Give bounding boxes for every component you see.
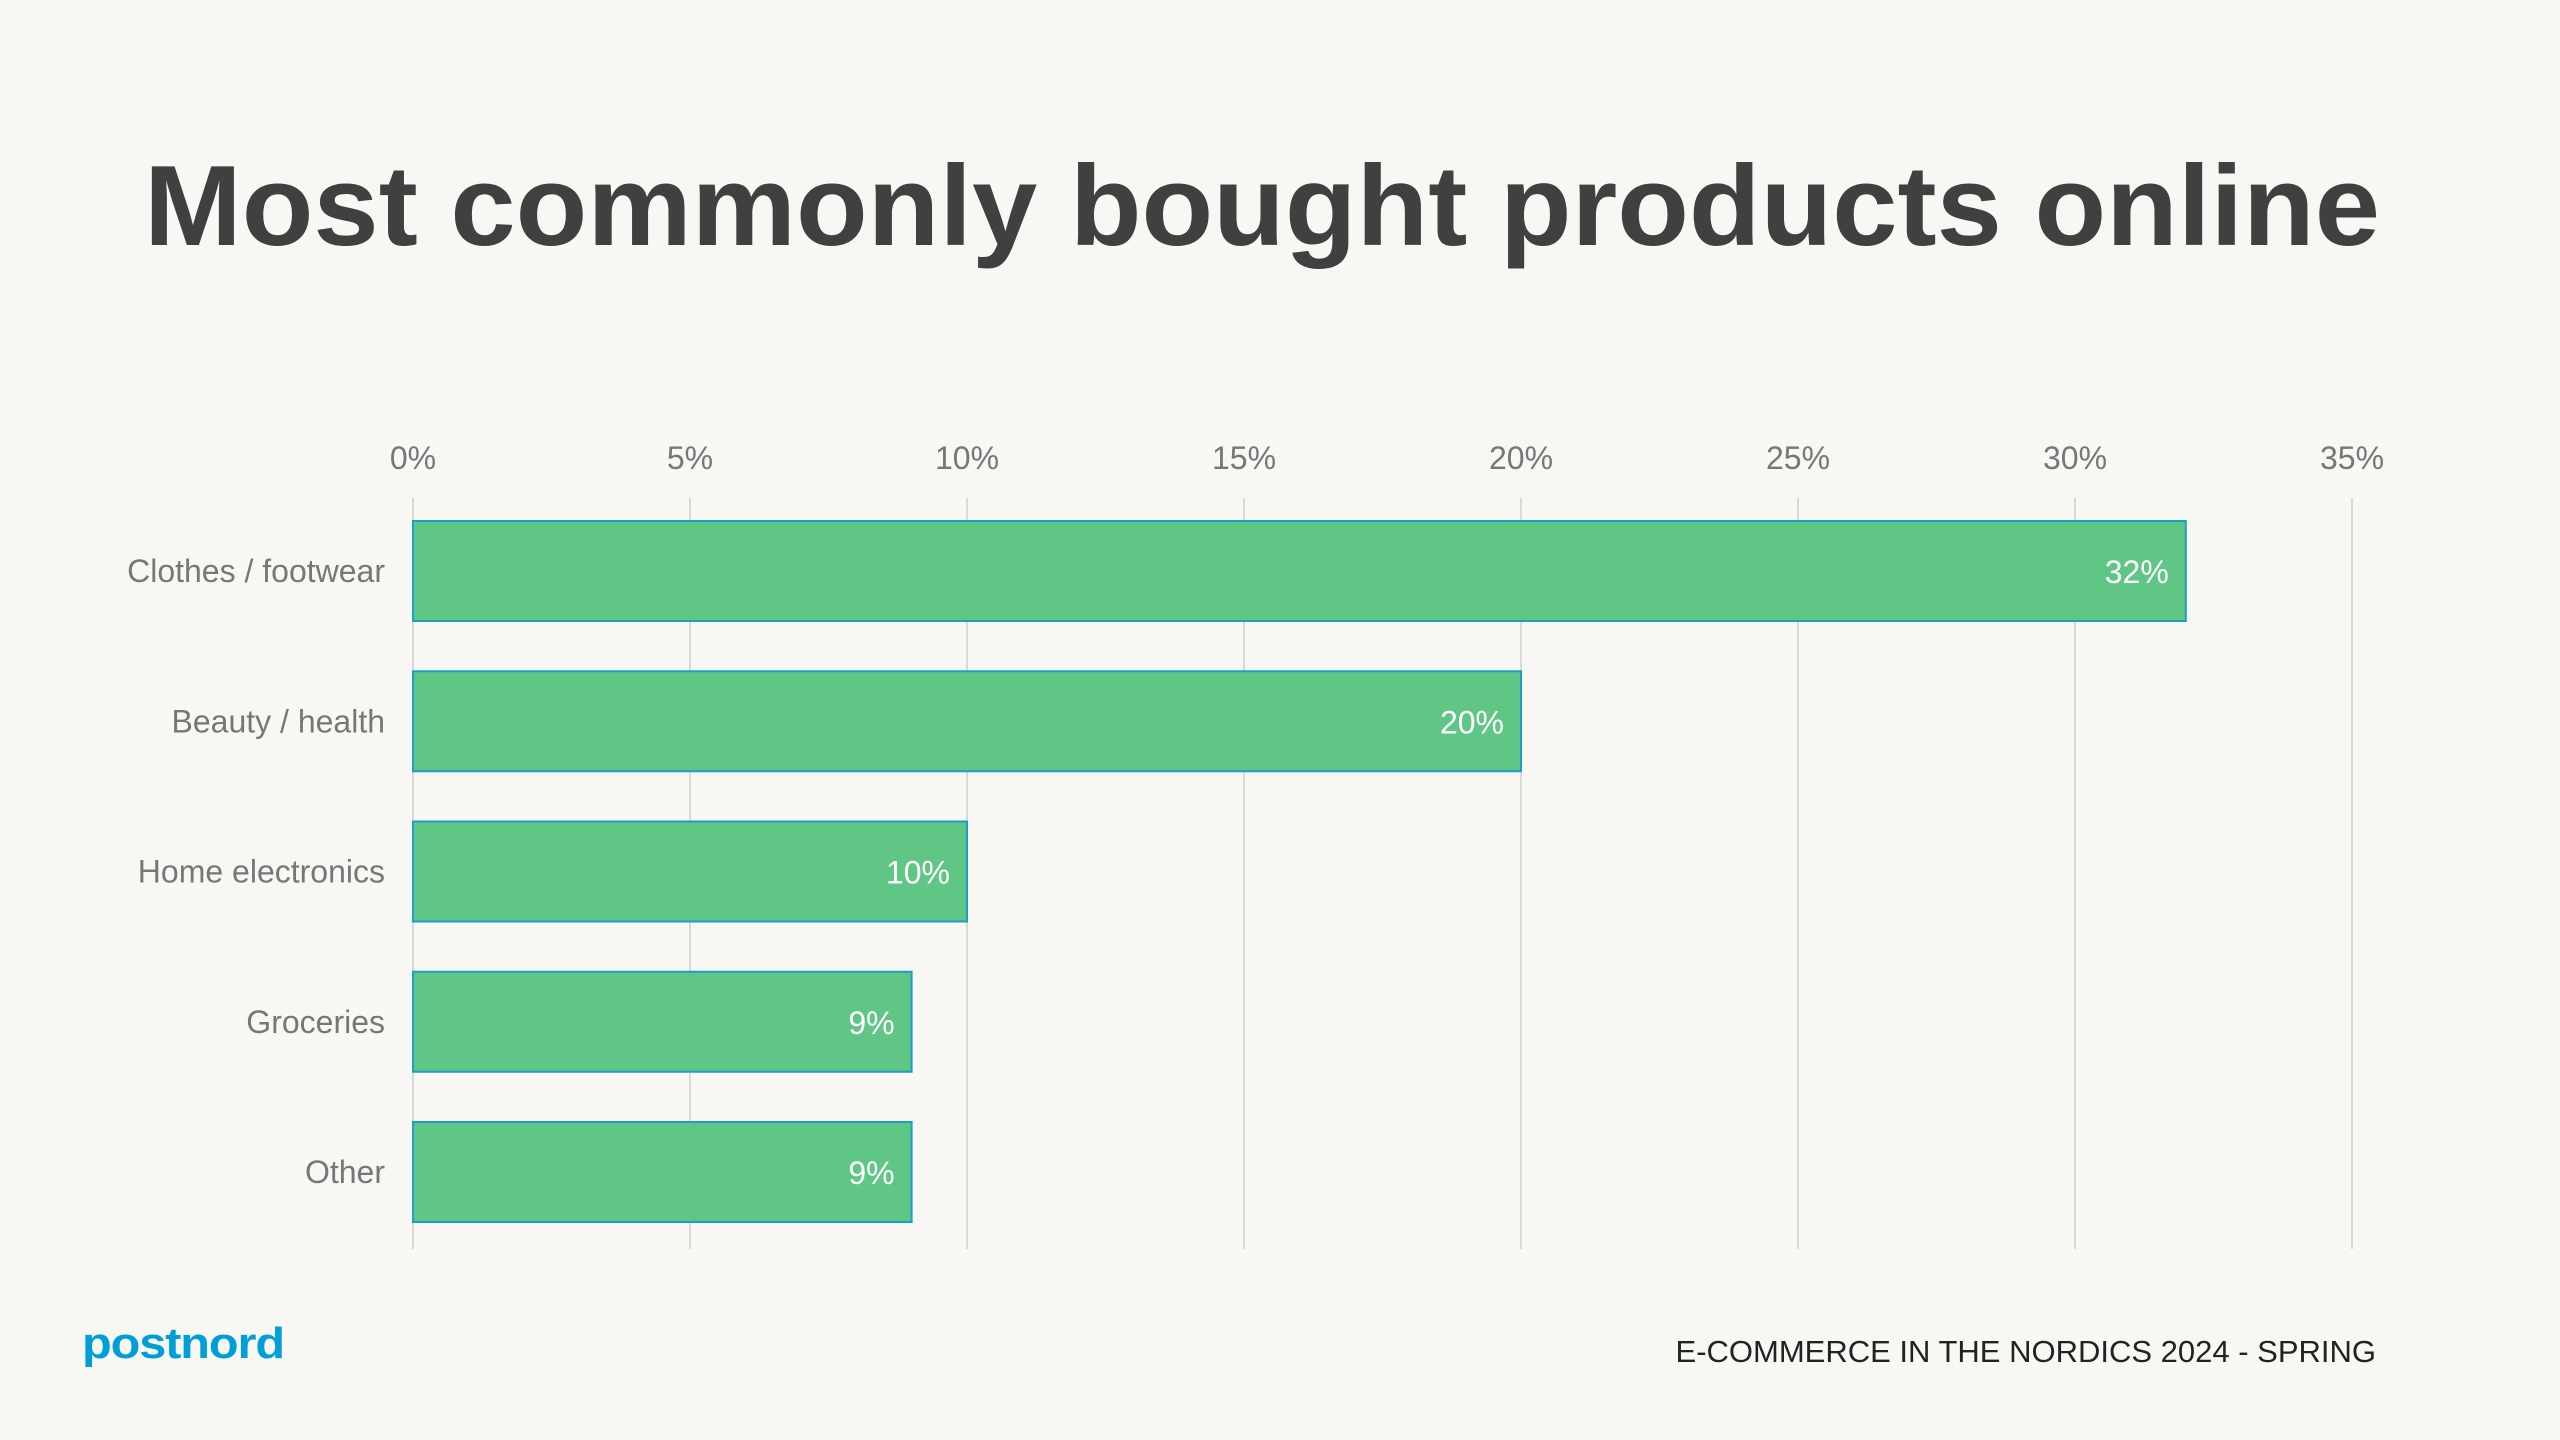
value-label: 10% [886,855,950,891]
x-tick-label: 0% [390,440,436,476]
value-label: 9% [848,1005,894,1041]
bar [412,520,2187,622]
category-label: Other [305,1154,385,1190]
x-tick-label: 10% [935,440,999,476]
bars [412,520,2187,1223]
x-tick-label: 25% [1766,440,1830,476]
x-tick-label: 30% [2043,440,2107,476]
category-label: Beauty / health [172,703,385,739]
postnord-logo: postnord [82,1319,284,1368]
value-label: 9% [848,1155,894,1191]
x-tick-label: 20% [1489,440,1553,476]
x-axis-ticks: 0% 5% 10% 15% 20% 25% 30% 35% [390,440,2384,476]
category-label: Home electronics [138,854,385,890]
page-title: Most commonly bought products online [144,143,2380,270]
value-label: 32% [2105,554,2169,590]
report-label: E-COMMERCE IN THE NORDICS 2024 - SPRING [1676,1334,2376,1369]
value-labels: 32% 20% 10% 9% 9% [848,554,2168,1191]
x-tick-label: 15% [1212,440,1276,476]
category-label: Clothes / footwear [127,553,385,589]
bar [412,1121,913,1223]
x-tick-label: 35% [2320,440,2384,476]
category-label: Groceries [246,1004,385,1040]
category-labels: Clothes / footwear Beauty / health Home el… [127,553,385,1190]
bar [412,670,1522,773]
x-tick-label: 5% [667,440,713,476]
value-label: 20% [1440,704,1504,740]
bar [412,820,968,923]
bar [412,970,913,1073]
